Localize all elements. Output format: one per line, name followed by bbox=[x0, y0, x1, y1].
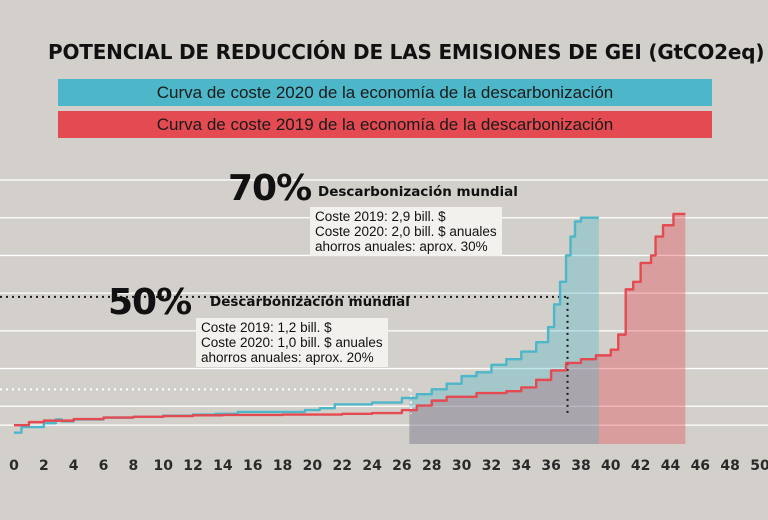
annotation-50-box: Coste 2019: 1,2 bill. $ Coste 2020: 1,0 … bbox=[196, 318, 388, 367]
annotation-70-line2: Coste 2020: 2,0 bill. $ anuales bbox=[315, 224, 497, 239]
x-tick-label-36: 36 bbox=[541, 458, 560, 474]
annotation-50-line2: Coste 2020: 1,0 bill. $ anuales bbox=[201, 335, 383, 350]
annotation-70-line3: ahorros anuales: aprox. 30% bbox=[315, 239, 488, 254]
chart-title: POTENCIAL DE REDUCCIÓN DE LAS EMISIONES … bbox=[48, 40, 765, 64]
x-tick-label-0: 0 bbox=[9, 458, 19, 474]
annotation-70-box: Coste 2019: 2,9 bill. $ Coste 2020: 2,0 … bbox=[310, 207, 502, 256]
annotation-70-line1: Coste 2019: 2,9 bill. $ bbox=[315, 209, 446, 224]
annotation-70-percent: 70% bbox=[228, 168, 312, 209]
x-tick-label-4: 4 bbox=[69, 458, 79, 474]
x-tick-label-28: 28 bbox=[422, 458, 441, 474]
x-tick-label-32: 32 bbox=[482, 458, 501, 474]
legend-2019-bar: Curva de coste 2019 de la economía de la… bbox=[58, 111, 712, 138]
x-tick-label-46: 46 bbox=[691, 458, 710, 474]
x-tick-label-30: 30 bbox=[452, 458, 472, 474]
x-tick-label-40: 40 bbox=[601, 458, 621, 474]
x-tick-label-38: 38 bbox=[571, 458, 590, 474]
x-tick-label-14: 14 bbox=[213, 458, 233, 474]
x-tick-label-48: 48 bbox=[720, 458, 739, 474]
x-tick-label-2: 2 bbox=[39, 458, 49, 474]
x-tick-label-8: 8 bbox=[128, 458, 138, 474]
x-tick-label-16: 16 bbox=[243, 458, 262, 474]
annotation-50-heading: Descarbonización mundial bbox=[210, 294, 410, 310]
x-tick-label-6: 6 bbox=[99, 458, 109, 474]
annotation-70-heading: Descarbonización mundial bbox=[318, 184, 518, 200]
x-tick-label-12: 12 bbox=[183, 458, 202, 474]
x-tick-label-10: 10 bbox=[153, 458, 173, 474]
x-tick-label-22: 22 bbox=[332, 458, 351, 474]
x-axis-ticks: 0 2 4 6 8 10 12 14 16 18 20 22 24 26 28 30 32 34 36 38 40 42 4… bbox=[9, 458, 768, 474]
reference-lines-layer bbox=[0, 295, 569, 414]
x-tick-label-42: 42 bbox=[631, 458, 650, 474]
x-tick-label-34: 34 bbox=[512, 458, 532, 474]
legend-2020-bar: Curva de coste 2020 de la economía de la… bbox=[58, 79, 712, 106]
area-layer bbox=[409, 213, 686, 444]
shaded-area-2019 bbox=[409, 213, 686, 444]
x-tick-label-50: 50 bbox=[750, 458, 768, 474]
series-line-2019 bbox=[14, 212, 686, 427]
annotation-50-line1: Coste 2019: 1,2 bill. $ bbox=[201, 320, 332, 335]
x-tick-label-44: 44 bbox=[661, 458, 681, 474]
x-tick-label-24: 24 bbox=[362, 458, 382, 474]
x-tick-label-18: 18 bbox=[273, 458, 292, 474]
x-tick-label-20: 20 bbox=[303, 458, 323, 474]
x-tick-label-26: 26 bbox=[392, 458, 411, 474]
series-lines-layer bbox=[14, 212, 686, 434]
shaded-area-2020 bbox=[409, 217, 599, 444]
annotation-50-line3: ahorros anuales: aprox. 20% bbox=[201, 350, 374, 365]
annotation-50-percent: 50% bbox=[108, 282, 192, 323]
grid-layer bbox=[0, 179, 768, 426]
